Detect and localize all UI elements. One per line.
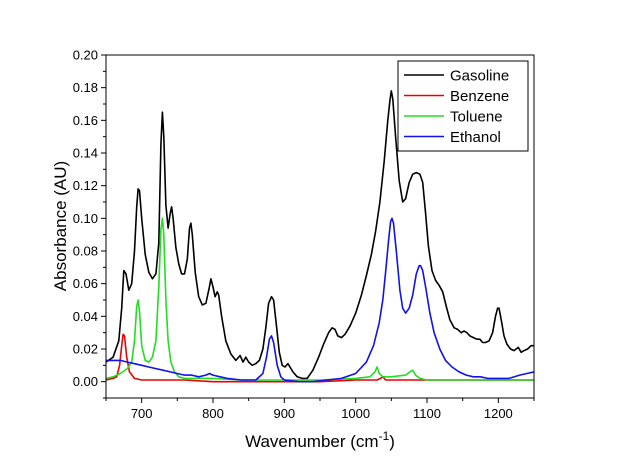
x-tick-label: 700 bbox=[131, 406, 153, 421]
y-tick-label: 0.12 bbox=[73, 178, 98, 193]
x-tick-label: 800 bbox=[202, 406, 224, 421]
series-line-toluene bbox=[106, 217, 534, 381]
series-layer bbox=[106, 90, 534, 383]
y-tick-label: 0.14 bbox=[73, 146, 98, 161]
y-tick-label: 0.08 bbox=[73, 244, 98, 259]
y-tick-label: 0.00 bbox=[73, 374, 98, 389]
x-tick-label: 1000 bbox=[341, 406, 370, 421]
y-tick-label: 0.06 bbox=[73, 276, 98, 291]
series-line-gasoline bbox=[106, 90, 534, 380]
y-tick-label: 0.16 bbox=[73, 113, 98, 128]
x-tick-label: 1100 bbox=[413, 406, 441, 421]
y-tick-label: 0.18 bbox=[73, 80, 98, 95]
series-line-benzene bbox=[106, 333, 534, 383]
legend-label-ethanol: Ethanol bbox=[450, 129, 501, 146]
ticks-layer: 700 800 900 1000 1100 1200 0.00 0.02 0.04 0.06 0.0… bbox=[73, 48, 535, 421]
y-tick-label: 0.04 bbox=[73, 309, 98, 324]
series-line-ethanol bbox=[106, 217, 534, 383]
legend-label-toluene: Toluene bbox=[450, 109, 503, 126]
x-axis-title: Wavenumber (cm-1) bbox=[245, 429, 395, 451]
y-tick-label: 0.02 bbox=[73, 342, 98, 357]
x-tick-label: 900 bbox=[273, 406, 295, 421]
legend: Gasoline Benzene Toluene Ethanol bbox=[397, 60, 529, 152]
x-tick-label: 1200 bbox=[484, 406, 513, 421]
y-tick-label: 0.10 bbox=[73, 211, 98, 226]
legend-label-gasoline: Gasoline bbox=[450, 68, 509, 85]
legend-label-benzene: Benzene bbox=[450, 88, 509, 105]
y-tick-label: 0.20 bbox=[73, 48, 98, 63]
y-axis-title: Absorbance (AU) bbox=[51, 161, 70, 291]
